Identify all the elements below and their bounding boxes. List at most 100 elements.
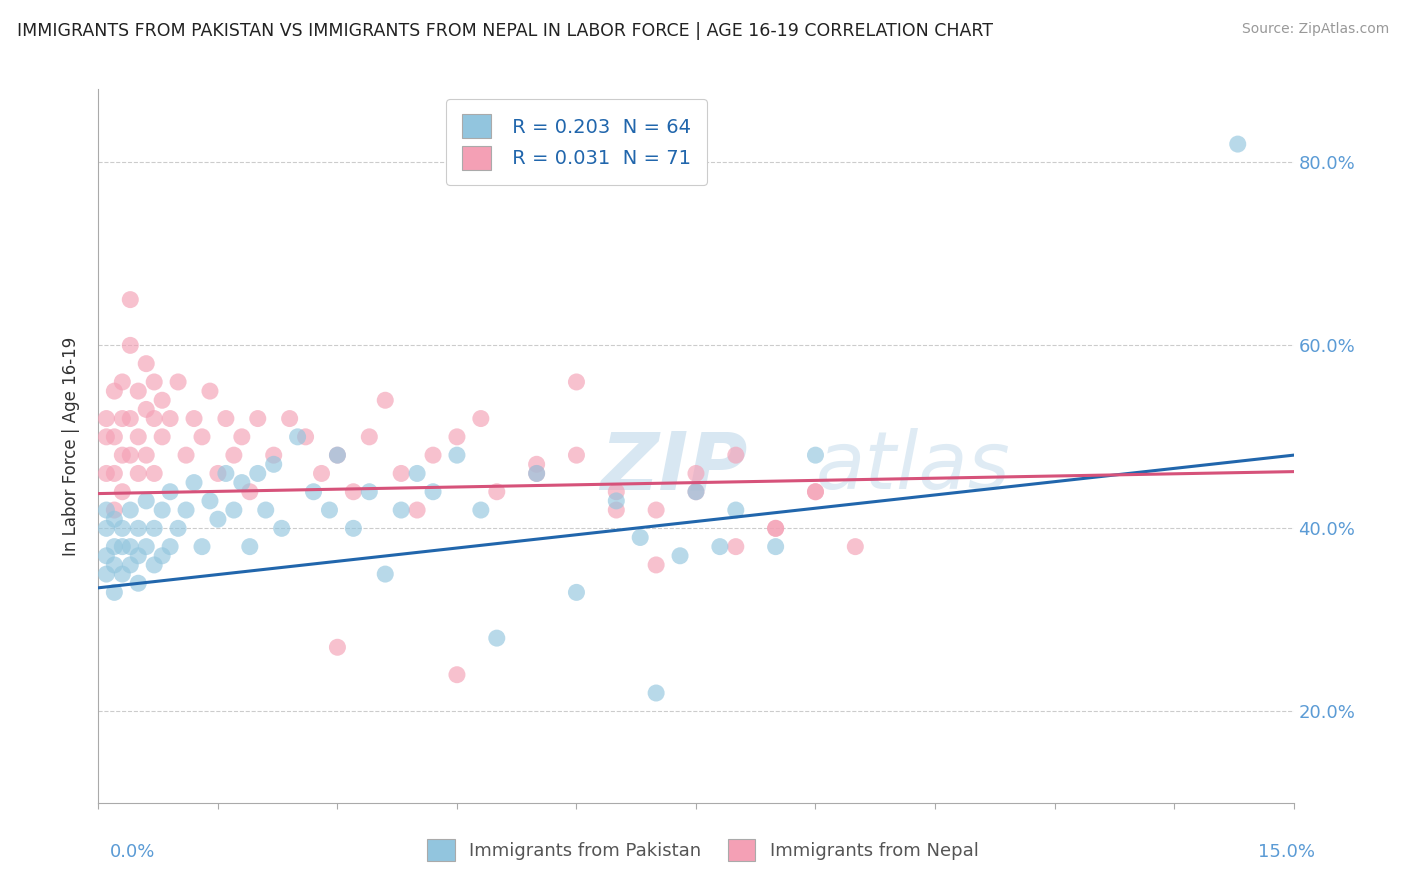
Point bbox=[96, 411, 118, 425]
Point bbox=[103, 430, 125, 444]
Point bbox=[207, 467, 229, 481]
Point bbox=[103, 540, 125, 554]
Point bbox=[485, 484, 508, 499]
Point bbox=[127, 430, 149, 444]
Point bbox=[111, 411, 134, 425]
Point bbox=[645, 686, 668, 700]
Point bbox=[326, 448, 349, 462]
Point bbox=[120, 293, 142, 307]
Point bbox=[159, 540, 181, 554]
Point bbox=[183, 411, 205, 425]
Point bbox=[422, 484, 444, 499]
Point bbox=[120, 558, 142, 572]
Point bbox=[135, 494, 157, 508]
Point bbox=[120, 503, 142, 517]
Point bbox=[765, 521, 787, 535]
Point bbox=[143, 521, 166, 535]
Point bbox=[605, 503, 627, 517]
Point bbox=[342, 484, 364, 499]
Point bbox=[174, 448, 197, 462]
Point bbox=[191, 430, 214, 444]
Point bbox=[278, 411, 301, 425]
Point bbox=[374, 567, 396, 582]
Point bbox=[143, 375, 166, 389]
Point bbox=[628, 531, 651, 545]
Point bbox=[150, 503, 173, 517]
Point bbox=[765, 521, 787, 535]
Point bbox=[406, 503, 429, 517]
Point bbox=[804, 484, 827, 499]
Text: Source: ZipAtlas.com: Source: ZipAtlas.com bbox=[1241, 22, 1389, 37]
Point bbox=[485, 631, 508, 645]
Point bbox=[724, 540, 747, 554]
Point bbox=[422, 448, 444, 462]
Text: ZIP: ZIP bbox=[600, 428, 748, 507]
Point bbox=[103, 503, 125, 517]
Point bbox=[389, 467, 412, 481]
Point bbox=[1226, 137, 1249, 152]
Point bbox=[191, 540, 214, 554]
Point bbox=[103, 585, 125, 599]
Point bbox=[645, 503, 668, 517]
Point bbox=[359, 430, 381, 444]
Point bbox=[135, 448, 157, 462]
Point bbox=[565, 375, 588, 389]
Point bbox=[669, 549, 692, 563]
Point bbox=[150, 430, 173, 444]
Point bbox=[342, 521, 364, 535]
Point bbox=[167, 521, 190, 535]
Point bbox=[111, 540, 134, 554]
Point bbox=[96, 521, 118, 535]
Point bbox=[270, 521, 292, 535]
Point bbox=[326, 640, 349, 655]
Point bbox=[127, 549, 149, 563]
Point bbox=[359, 484, 381, 499]
Point bbox=[103, 384, 125, 398]
Point bbox=[446, 448, 468, 462]
Point bbox=[111, 375, 134, 389]
Point bbox=[120, 448, 142, 462]
Point bbox=[685, 467, 707, 481]
Point bbox=[120, 338, 142, 352]
Point bbox=[111, 484, 134, 499]
Point bbox=[246, 467, 269, 481]
Legend: Immigrants from Pakistan, Immigrants from Nepal: Immigrants from Pakistan, Immigrants fro… bbox=[419, 830, 987, 870]
Point bbox=[685, 484, 707, 499]
Point bbox=[724, 503, 747, 517]
Point bbox=[120, 540, 142, 554]
Point bbox=[103, 467, 125, 481]
Point bbox=[143, 411, 166, 425]
Y-axis label: In Labor Force | Age 16-19: In Labor Force | Age 16-19 bbox=[62, 336, 80, 556]
Point bbox=[239, 540, 262, 554]
Point bbox=[150, 393, 173, 408]
Point bbox=[374, 393, 396, 408]
Point bbox=[111, 567, 134, 582]
Point bbox=[302, 484, 325, 499]
Point bbox=[406, 467, 429, 481]
Point bbox=[222, 448, 245, 462]
Point bbox=[215, 467, 238, 481]
Point bbox=[565, 448, 588, 462]
Point bbox=[470, 411, 492, 425]
Point bbox=[103, 558, 125, 572]
Point bbox=[231, 430, 253, 444]
Point bbox=[150, 549, 173, 563]
Point bbox=[287, 430, 309, 444]
Point bbox=[765, 540, 787, 554]
Point bbox=[96, 503, 118, 517]
Point bbox=[111, 521, 134, 535]
Point bbox=[246, 411, 269, 425]
Text: 0.0%: 0.0% bbox=[110, 843, 155, 861]
Point bbox=[96, 549, 118, 563]
Point bbox=[135, 357, 157, 371]
Text: 15.0%: 15.0% bbox=[1257, 843, 1315, 861]
Point bbox=[183, 475, 205, 490]
Point bbox=[724, 448, 747, 462]
Point bbox=[605, 484, 627, 499]
Point bbox=[198, 384, 221, 398]
Point bbox=[96, 467, 118, 481]
Point bbox=[143, 467, 166, 481]
Point bbox=[127, 467, 149, 481]
Point bbox=[215, 411, 238, 425]
Point bbox=[605, 494, 627, 508]
